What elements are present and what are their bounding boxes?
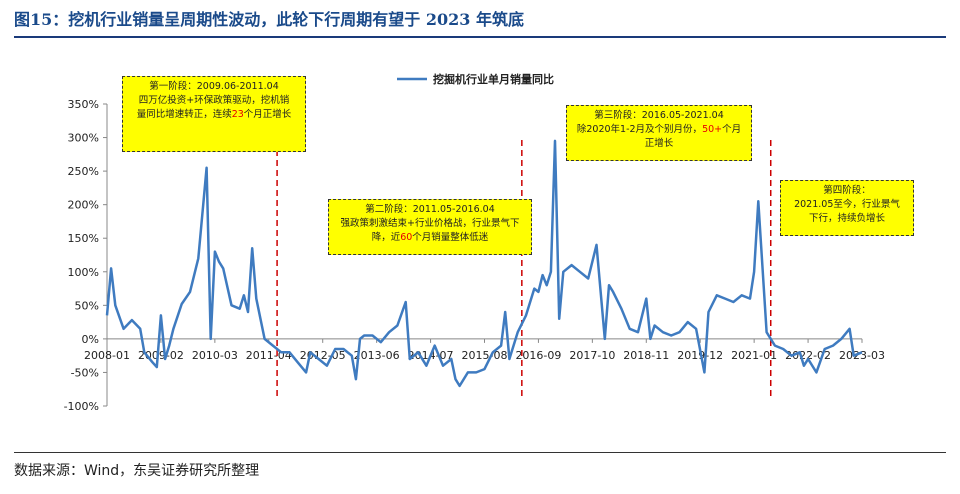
legend: 挖掘机行业单月销量同比 bbox=[397, 72, 554, 86]
stage2-annotation: 第二阶段：2011.05-2016.04 强政策刺激结束+行业价格战，行业景气下… bbox=[328, 199, 532, 255]
stage3-line2: 除2020年1-2月及个别月份，50+个月 bbox=[571, 123, 747, 137]
x-tick-label: 2018-11 bbox=[623, 349, 669, 362]
axes: 350% 300% 250% 200% 150% 100% 50% 0% -50% -100% 20… bbox=[64, 98, 885, 413]
y-tick-label: -50% bbox=[71, 366, 99, 379]
stage1-line3-post: 个月正增长 bbox=[243, 109, 292, 120]
x-tick-label: 2022-02 bbox=[785, 349, 831, 362]
stage1-line2: 四万亿投资+环保政策驱动，挖机销 bbox=[138, 95, 290, 106]
stage1-line3: 量同比增速转正，连续23个月正增长 bbox=[127, 108, 301, 122]
title-rule bbox=[14, 36, 946, 38]
stage1-line3-pre: 量同比增速转正，连续 bbox=[136, 109, 232, 120]
x-tick-label: 2011-04 bbox=[246, 349, 292, 362]
y-tick-label: 150% bbox=[68, 232, 99, 245]
figure-title: 图15：挖机行业销量呈周期性波动，此轮下行周期有望于 2023 年筑底 bbox=[14, 10, 524, 29]
stage2-line1: 第二阶段：2011.05-2016.04 bbox=[365, 204, 495, 215]
y-tick-label: 350% bbox=[68, 98, 99, 111]
stage1-highlight: 23 bbox=[231, 109, 244, 120]
stage1-annotation: 第一阶段：2009.06-2011.04 四万亿投资+环保政策驱动，挖机销 量同… bbox=[122, 76, 306, 152]
stage3-highlight: 50+ bbox=[702, 124, 723, 135]
y-tick-label: 50% bbox=[75, 299, 99, 312]
x-tick-label: 2012-05 bbox=[300, 349, 346, 362]
stage3-line2-post: 个月 bbox=[722, 124, 742, 135]
stage4-line2: 2021.05至今，行业景气 bbox=[794, 199, 900, 210]
x-tick-label: 2016-09 bbox=[515, 349, 561, 362]
x-tick-label: 2015-08 bbox=[462, 349, 508, 362]
x-tick-label: 2023-03 bbox=[839, 349, 885, 362]
stage4-line1: 第四阶段： bbox=[823, 185, 871, 196]
y-tick-label: 300% bbox=[68, 132, 99, 145]
x-tick-label: 2008-01 bbox=[84, 349, 130, 362]
stage3-annotation: 第三阶段：2016.05-2021.04 除2020年1-2月及个别月份，50+… bbox=[566, 105, 752, 161]
y-tick-label: 250% bbox=[68, 165, 99, 178]
stage4-annotation: 第四阶段： 2021.05至今，行业景气 下行，持续负增长 bbox=[780, 180, 914, 236]
series-layer bbox=[105, 139, 863, 388]
stage1-line1: 第一阶段：2009.06-2011.04 bbox=[149, 81, 279, 92]
source-note: 数据来源：Wind，东吴证券研究所整理 bbox=[14, 463, 260, 479]
stage3-line2-pre: 除2020年1-2月及个别月份， bbox=[576, 124, 703, 135]
source-rule bbox=[14, 452, 946, 453]
x-tick-label: 2010-03 bbox=[192, 349, 238, 362]
y-tick-label: 200% bbox=[68, 199, 99, 212]
series-line bbox=[105, 139, 863, 388]
stage-dividers bbox=[276, 140, 772, 400]
x-tick-label: 2021-01 bbox=[731, 349, 777, 362]
stage2-highlight: 60 bbox=[400, 232, 413, 243]
legend-label: 挖掘机行业单月销量同比 bbox=[433, 72, 554, 86]
y-tick-label: 100% bbox=[68, 266, 99, 279]
y-tick-label: 0% bbox=[82, 333, 99, 346]
stage4-line3: 下行，持续负增长 bbox=[808, 213, 885, 224]
stage2-line3-pre: 降，近 bbox=[371, 232, 401, 243]
y-tick-label: -100% bbox=[64, 400, 99, 413]
stage3-line3: 正增长 bbox=[644, 138, 674, 149]
x-tick-label: 2017-10 bbox=[569, 349, 615, 362]
x-tick-label: 2013-06 bbox=[354, 349, 400, 362]
stage2-line3: 降，近60个月销量整体低迷 bbox=[333, 231, 527, 245]
stage2-line3-post: 个月销量整体低迷 bbox=[412, 232, 489, 243]
stage2-line2: 强政策刺激结束+行业价格战，行业景气下 bbox=[340, 218, 520, 229]
stage3-line1: 第三阶段：2016.05-2021.04 bbox=[594, 110, 724, 121]
